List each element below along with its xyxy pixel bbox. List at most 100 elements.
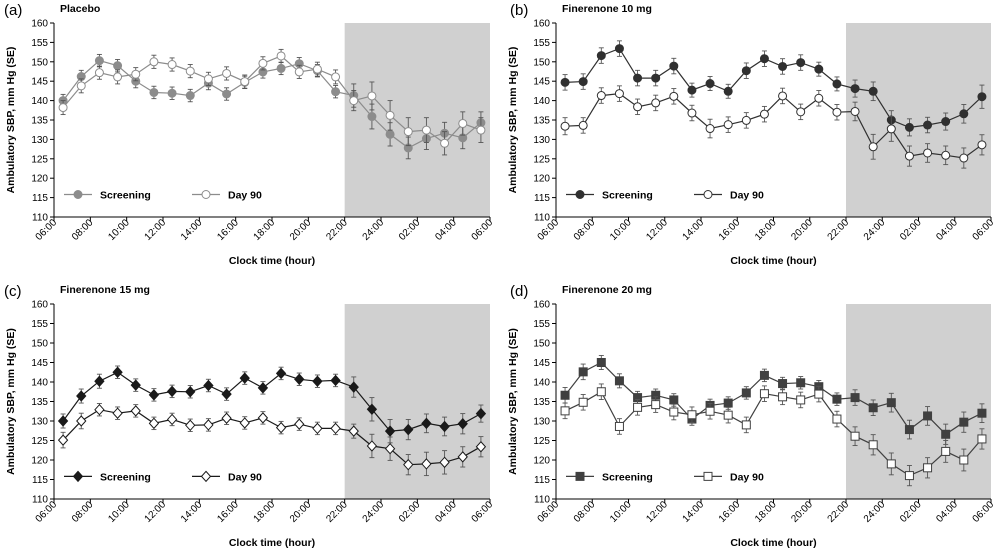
data-point [941,429,951,439]
data-point [850,393,860,403]
y-tick-label: 120 [31,174,48,185]
data-point [331,87,341,97]
legend-item: Day 90 [192,189,262,201]
data-point [723,410,733,420]
data-point [651,98,661,108]
legend-label: Screening [602,471,653,483]
data-point [384,425,396,437]
x-tick-label: 24:00 [361,217,387,243]
x-tick-label: 22:00 [324,217,350,243]
data-point [886,124,896,134]
y-tick-label: 155 [533,319,550,330]
y-tick-label: 125 [31,154,48,165]
data-point [76,415,87,427]
data-point [203,379,214,392]
data-point [475,407,487,420]
x-tick-label: 10:00 [106,217,132,243]
panel-title: Finerenone 10 mg [562,3,652,15]
panel-letter: (b) [510,2,528,19]
y-axis-title: Ambulatory SBP, mm Hg (SE) [5,47,17,194]
legend: Screening Day 90 [566,189,764,201]
legend-label: Screening [602,189,653,201]
x-tick-label: 16:00 [717,217,743,243]
series-day-90 [560,383,987,487]
data-point [348,381,359,393]
data-point [349,96,359,106]
y-tick-label: 160 [533,300,550,311]
data-point [94,56,104,66]
legend: Screening Day 90 [64,470,262,483]
x-tick-label: 12:00 [644,217,670,243]
legend-item: Screening [566,471,653,483]
data-point [148,417,160,430]
x-tick-label: 20:00 [288,217,314,243]
series-day-90 [58,48,486,156]
data-point [578,397,588,407]
data-point [778,392,788,402]
legend-label: Day 90 [730,471,764,483]
panel-letter: (c) [4,283,22,300]
data-point [403,127,413,137]
data-point [651,73,661,83]
data-point [614,89,624,99]
panel-title: Placebo [60,3,100,15]
data-point [458,118,468,128]
data-point [112,366,123,378]
chart-panel-4: (d) Finerenone 20 mg 110 115 120 125 130 135 140… [507,283,996,549]
data-point [421,458,432,470]
legend-swatch-marker [200,470,212,483]
data-point [148,389,160,401]
x-tick-label: 22:00 [826,499,852,525]
data-point [741,420,751,430]
legend-swatch-marker [72,470,84,483]
night-shading [846,23,991,217]
y-tick-label: 110 [32,213,48,224]
x-tick-label: 18:00 [753,217,779,243]
data-point [275,367,287,380]
data-point [330,374,341,387]
chart-panel-2: (b) Finerenone 10 mg 110 115 120 125 130 135 140… [507,2,996,267]
data-point [977,92,987,102]
series-day-90 [560,85,987,169]
data-point [832,394,842,404]
x-tick-label: 02:00 [898,217,924,243]
data-point [222,68,232,78]
y-tick-label: 130 [533,417,550,428]
data-point [167,88,177,98]
data-point [58,103,68,113]
series-screening [560,40,987,137]
y-tick-label: 145 [533,77,550,88]
legend-swatch-marker [575,471,585,481]
data-point [457,451,468,463]
data-point [796,395,806,405]
y-tick-label: 120 [31,456,48,467]
y-tick-label: 135 [31,116,48,127]
legend-item: Screening [566,189,653,201]
data-point [923,463,933,473]
x-tick-label: 10:00 [608,499,634,525]
x-tick-label: 24:00 [361,499,387,525]
data-point [832,414,842,424]
legend-swatch-marker [575,189,585,199]
y-tick-label: 135 [533,397,550,408]
data-point [440,138,450,148]
data-point [384,442,396,455]
x-tick-label: 08:00 [70,499,96,525]
x-tick-label: 12:00 [143,217,169,243]
x-tick-label: 04:00 [934,499,960,525]
data-point [385,110,395,120]
data-point [294,67,304,77]
data-point [312,422,323,435]
data-point [94,403,105,416]
data-point [113,72,123,82]
data-point [596,51,606,61]
data-point [850,431,860,441]
y-tick-label: 160 [533,19,550,30]
x-tick-label: 14:00 [681,499,707,525]
data-point [294,373,305,386]
y-tick-label: 120 [533,174,550,185]
y-tick-label: 125 [31,436,48,447]
y-tick-label: 160 [31,300,48,311]
data-point [850,106,860,116]
